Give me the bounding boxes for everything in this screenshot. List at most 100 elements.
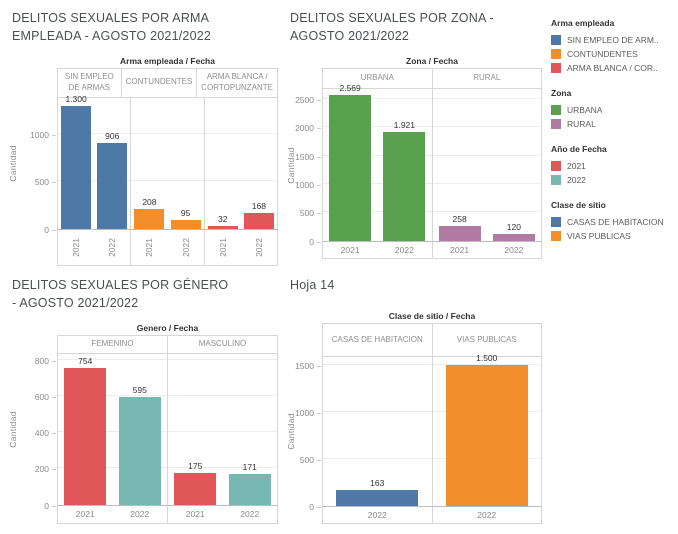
- y-tick-label: 500: [299, 208, 322, 219]
- legend-item-label: ARMA BLANCA / COR..: [567, 63, 658, 73]
- bar[interactable]: [445, 365, 528, 506]
- legend-item[interactable]: RURAL: [551, 117, 674, 131]
- legend-item[interactable]: ARMA BLANCA / COR..: [551, 61, 674, 75]
- x-tick-label: 2022: [504, 244, 524, 255]
- bar[interactable]: [492, 233, 535, 241]
- legend-swatch-icon: [551, 119, 561, 129]
- y-tick-label: 0: [309, 501, 321, 512]
- bar[interactable]: [97, 143, 128, 229]
- x-tick-label: 2021: [71, 237, 82, 257]
- plot-column: Zona / Fecha URBANA RURAL 2.569 1.921 258 12…: [322, 54, 542, 259]
- column-header[interactable]: RURAL: [431, 68, 542, 88]
- bar-value-label: 208: [142, 196, 157, 207]
- x-tick-label: 2021: [340, 244, 360, 255]
- bar-slot: 175: [174, 354, 217, 505]
- y-tick-label: 2500: [295, 94, 321, 105]
- y-axis-label: Cantidad: [286, 413, 296, 450]
- category-column: 258 120: [431, 88, 542, 241]
- bar-value-label: 32: [218, 213, 228, 224]
- chart-title: DELITOS SEXUALES POR ARMA EMPLEADA - AGO…: [12, 11, 212, 43]
- bar[interactable]: [61, 105, 92, 229]
- bar[interactable]: [174, 472, 217, 505]
- column-header[interactable]: FEMENINO: [91, 338, 134, 348]
- legend-section-title: Arma empleada: [551, 18, 615, 28]
- x-tick-group: 2021 2022: [323, 242, 432, 258]
- y-tick-label: 1000: [30, 130, 56, 141]
- bar-value-label: 120: [506, 221, 521, 232]
- chart-grid: Cantidad 0 500 1000 Arma empleada / Fecha …: [0, 54, 278, 266]
- legend-item[interactable]: CONTUNDENTES: [551, 47, 674, 61]
- y-axis: Cantidad 0 200 400 600 800: [0, 321, 57, 524]
- y-tick-label: 1000: [295, 179, 321, 190]
- x-tick-slot: 2021: [439, 245, 481, 255]
- legend-item-label: URBANA: [567, 105, 603, 115]
- y-tick-label: 800: [34, 355, 57, 366]
- y-tick-label: 0: [44, 224, 56, 235]
- x-tick-slot: 2021: [329, 245, 371, 255]
- chart-arma-empleada: DELITOS SEXUALES POR ARMA EMPLEADA - AGO…: [0, 0, 278, 267]
- legend-item[interactable]: 2021: [551, 159, 674, 173]
- y-axis-label: Cantidad: [8, 145, 18, 182]
- x-tick-slot: 2022: [229, 509, 271, 519]
- column-header[interactable]: SIN EMPLEO DE ARMAS: [64, 72, 114, 92]
- y-axis: Cantidad 0 500 1000: [0, 54, 57, 266]
- bar[interactable]: [134, 208, 165, 229]
- x-tick-label: 2021: [185, 509, 205, 519]
- x-tick-group: 2021 2022: [431, 241, 542, 258]
- column-header[interactable]: URBANA: [360, 72, 394, 82]
- legend-item[interactable]: SIN EMPLEO DE ARM..: [551, 33, 674, 47]
- bar-value-label: 1.500: [476, 353, 498, 364]
- bar[interactable]: [207, 225, 238, 229]
- bar[interactable]: [383, 131, 426, 241]
- y-tick-label: 600: [34, 391, 57, 402]
- legend-item-label: 2021: [567, 161, 586, 171]
- legend-item-label: VIAS PUBLICAS: [567, 231, 631, 241]
- y-tick-label: 500: [34, 177, 57, 188]
- bar-slot: 1.921: [383, 89, 426, 241]
- chart-title: DELITOS SEXUALES POR ZONA - AGOSTO 2021/…: [290, 11, 494, 43]
- category-column: 1.300 906: [58, 94, 130, 229]
- bar[interactable]: [118, 396, 161, 505]
- plot-column: Genero / Fecha FEMENINO MASCULINO 754 595 1…: [57, 321, 278, 524]
- bar[interactable]: [243, 212, 274, 229]
- column-header[interactable]: MASCULINO: [167, 335, 277, 353]
- y-tick-label: 1000: [295, 407, 321, 418]
- chart-genero: DELITOS SEXUALES POR GÉNERO - AGOSTO 202…: [0, 267, 278, 534]
- legend-section: Zona URBANA RURAL: [551, 88, 674, 131]
- column-header[interactable]: CASAS DE HABITACION: [331, 334, 423, 344]
- x-tick-group: 2022: [323, 507, 432, 523]
- bar[interactable]: [336, 490, 419, 506]
- bar-value-label: 1.300: [65, 93, 87, 104]
- column-header[interactable]: ARMA BLANCA / CORTOPUNZANTE: [196, 68, 277, 97]
- category-column: 175 171: [167, 353, 277, 505]
- bar-slot: 754: [64, 354, 107, 505]
- bar-slot: 258: [438, 89, 481, 241]
- x-tick-group: 2021 2022: [167, 505, 277, 523]
- x-axis: 2021 2022 2021 2022: [322, 241, 542, 259]
- plot-area: 1.300 906 208 95 32 168: [57, 94, 278, 230]
- legend-item[interactable]: CASAS DE HABITACION: [551, 215, 674, 229]
- legend-panel: Arma empleada SIN EMPLEO DE ARM.. CONTUNDE…: [545, 0, 678, 534]
- column-headers: SIN EMPLEO DE ARMAS CONTUNDENTES ARMA BLAN…: [57, 67, 278, 98]
- bar[interactable]: [329, 94, 372, 241]
- legend-item[interactable]: URBANA: [551, 103, 674, 117]
- bar[interactable]: [64, 368, 107, 505]
- plot-area: 163 1.500: [322, 353, 542, 507]
- column-header[interactable]: VIAS PUBLICAS: [431, 323, 542, 356]
- category-column: 163: [323, 357, 432, 506]
- legend-item[interactable]: VIAS PUBLICAS: [551, 229, 674, 243]
- x-tick-label: 2022: [367, 509, 387, 520]
- bar[interactable]: [438, 225, 481, 241]
- x-axis: 2021 2022 2021 2022: [57, 505, 278, 524]
- legend-item-label: RURAL: [567, 119, 596, 129]
- y-tick-label: 200: [34, 464, 57, 475]
- column-header[interactable]: CONTUNDENTES: [120, 68, 197, 97]
- y-tick-label: 0: [309, 236, 321, 247]
- bar[interactable]: [170, 219, 201, 229]
- legend-section: Clase de sitio CASAS DE HABITACION VIAS PU…: [551, 200, 674, 243]
- chart-grid: Cantidad 0 500 1000 1500 Clase de sitio / F…: [278, 309, 542, 524]
- x-tick-slot: 2021: [208, 238, 238, 257]
- x-tick-group: 2022: [431, 506, 542, 523]
- legend-item[interactable]: 2022: [551, 173, 674, 187]
- bar[interactable]: [228, 473, 271, 505]
